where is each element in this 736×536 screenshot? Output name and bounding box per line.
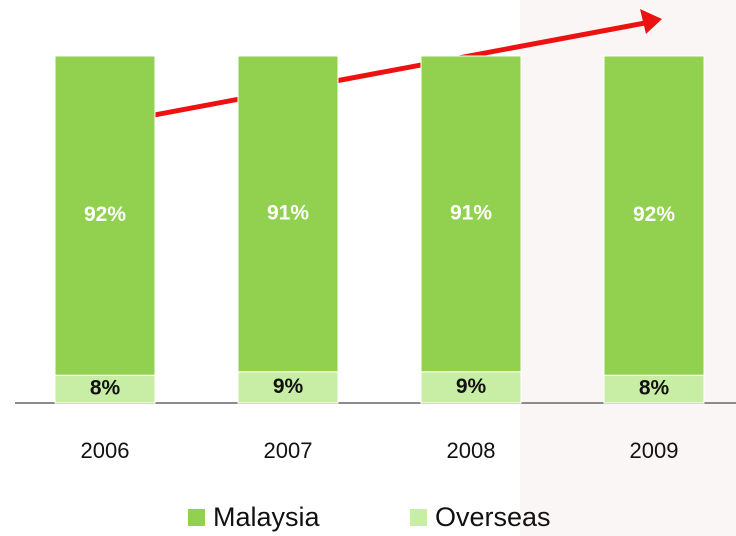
legend-swatch <box>410 509 427 526</box>
bar-segment <box>420 371 522 404</box>
data-label: 91% <box>450 201 492 224</box>
x-tick-label: 2009 <box>630 438 679 463</box>
data-label: 92% <box>84 203 126 226</box>
bar-segment <box>237 55 339 373</box>
data-label: 8% <box>90 377 121 400</box>
legend-label: Malaysia <box>213 502 321 532</box>
legend-swatch <box>188 509 205 526</box>
bar-segment <box>54 55 156 376</box>
x-tick-label: 2008 <box>447 438 496 463</box>
bar-segment <box>237 371 339 404</box>
data-label: 8% <box>639 377 670 400</box>
trend-arrow-head <box>640 9 662 34</box>
data-label: 9% <box>456 375 487 398</box>
data-label: 92% <box>633 203 675 226</box>
bar-segment <box>420 55 522 373</box>
trend-arrow <box>84 20 646 131</box>
bar-segment <box>603 374 705 404</box>
legend-label: Overseas <box>435 502 551 532</box>
x-tick-label: 2007 <box>264 438 313 463</box>
data-label: 9% <box>273 375 304 398</box>
data-label: 91% <box>267 201 309 224</box>
bar-segment <box>603 55 705 376</box>
x-tick-label: 2006 <box>81 438 130 463</box>
bar-segment <box>54 374 156 404</box>
